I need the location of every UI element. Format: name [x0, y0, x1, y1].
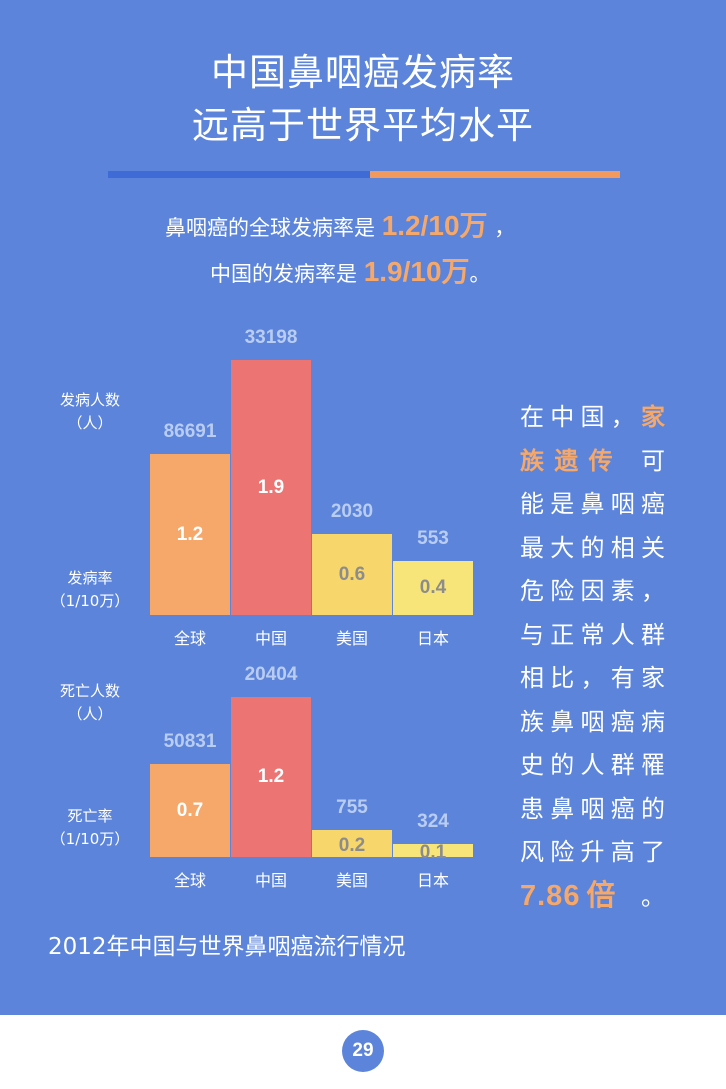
intro-line-1-prefix: 鼻咽癌的全球发病率是 [165, 216, 382, 240]
mortality-rate-label-0: 0.7 [176, 799, 204, 821]
incidence-category-label-1: 中国 [254, 629, 287, 648]
mortality-bar-0 [150, 764, 230, 857]
chart1-count-axis-unit: （人） [67, 414, 113, 432]
note-line-9: 患鼻咽癌的 [520, 794, 670, 823]
incidence-bar-2 [312, 534, 392, 615]
intro-line-1-suffix: ， [487, 216, 516, 240]
incidence-rate-label-1: 1.9 [257, 476, 285, 498]
mortality-rate-label-1: 1.2 [257, 766, 285, 787]
incidence-bar-0 [150, 454, 230, 615]
mortality-rate-label-2: 0.2 [338, 834, 366, 856]
global-rate-value: 1.2/10万 [381, 210, 488, 241]
title-line-1: 中国鼻咽癌发病率 [211, 51, 515, 94]
mortality-count-label-3: 324 [417, 811, 449, 832]
mortality-chart: 50831 0.7 全球 20404 1.2 中国 755 0.2 美国 324 0.1 日本 [150, 655, 475, 895]
chart2-count-axis-unit: （人） [67, 705, 113, 723]
chart1-rate-axis-title: 发病率 [67, 569, 113, 587]
mortality-rate-label-3: 0.1 [419, 841, 447, 863]
chart2-rate-axis-label: 死亡率 （1/10万） [30, 805, 150, 851]
mortality-category-label-3: 日本 [416, 871, 449, 890]
incidence-bar-3 [393, 561, 473, 615]
incidence-category-label-3: 日本 [416, 629, 449, 648]
incidence-count-label-2: 2030 [330, 501, 374, 522]
intro-line-1: 鼻咽癌的全球发病率是 1.2/10万 ， [165, 204, 515, 244]
infographic-panel: 中国鼻咽癌发病率 远高于世界平均水平 鼻咽癌的全球发病率是 1.2/10万 ， … [0, 0, 726, 1015]
incidence-count-label-3: 553 [417, 528, 449, 549]
note-line-8: 史的人群罹 [520, 751, 670, 779]
incidence-category-label-0: 全球 [173, 629, 206, 648]
china-rate-value: 1.9/10万 [363, 256, 470, 287]
incidence-rate-label-3: 0.4 [419, 577, 447, 598]
mortality-category-label-0: 全球 [173, 871, 206, 890]
chart-caption: 2012年中国与世界鼻咽癌流行情况 [48, 934, 406, 960]
note-line-7: 族鼻咽癌病 [520, 707, 670, 736]
incidence-chart: 86691 1.2 全球 33198 1.9 中国 2030 0.6 美国 553 0.4 日本 [150, 320, 475, 660]
note-line-10: 风险升高了 [520, 838, 670, 866]
chart2-count-axis-label: 死亡人数 （人） [30, 680, 150, 726]
note-line-1: 族遗传 可 [520, 446, 670, 475]
chart1-count-axis-title: 发病人数 [59, 391, 120, 409]
incidence-count-label-1: 33198 [244, 327, 298, 348]
mortality-category-label-1: 中国 [254, 871, 287, 890]
note-line-6: 相比，有家 [520, 664, 670, 692]
chart2-rate-axis-unit: （1/10万） [50, 830, 130, 848]
note-line-5: 与正常人群 [520, 620, 670, 649]
mortality-count-label-1: 20404 [244, 664, 298, 685]
note-line-0: 在中国，家 [520, 403, 670, 431]
intro-line-2-suffix: 。 [469, 262, 491, 286]
incidence-category-label-2: 美国 [335, 629, 368, 648]
note-line-3: 最大的相关 [520, 533, 670, 562]
note-line-11: 7.86倍 。 [520, 879, 670, 912]
mortality-bar-3 [393, 844, 473, 857]
mortality-count-label-2: 755 [336, 797, 368, 818]
intro-line-2: 中国的发病率是 1.9/10万。 [210, 250, 491, 290]
chart2-rate-axis-title: 死亡率 [67, 807, 113, 825]
chart1-rate-axis-unit: （1/10万） [50, 592, 130, 610]
family-history-note: 在中国，家族遗传 可能是鼻咽癌最大的相关危险因素， 与正常人群相比，有家族鼻咽癌病… [520, 396, 670, 918]
title-line-2: 远高于世界平均水平 [192, 104, 534, 147]
incidence-rate-label-2: 0.6 [338, 563, 366, 585]
intro-line-2-prefix: 中国的发病率是 [210, 262, 364, 286]
incidence-bar-1 [231, 360, 311, 615]
mortality-bar-2 [312, 830, 392, 857]
page-number-badge: 29 [342, 1030, 384, 1072]
mortality-category-label-2: 美国 [335, 871, 368, 890]
divider-blue [108, 171, 370, 178]
chart2-count-axis-title: 死亡人数 [59, 682, 120, 700]
divider-orange [370, 171, 620, 178]
chart1-rate-axis-label: 发病率 （1/10万） [30, 567, 150, 613]
chart1-count-axis-label: 发病人数 （人） [30, 389, 150, 435]
mortality-count-label-0: 50831 [163, 731, 217, 752]
note-line-4: 危险因素， [520, 577, 670, 605]
incidence-rate-label-0: 1.2 [176, 523, 204, 545]
mortality-bar-1 [231, 697, 311, 857]
incidence-count-label-0: 86691 [163, 421, 217, 442]
note-line-2: 能是鼻咽癌 [520, 490, 670, 518]
